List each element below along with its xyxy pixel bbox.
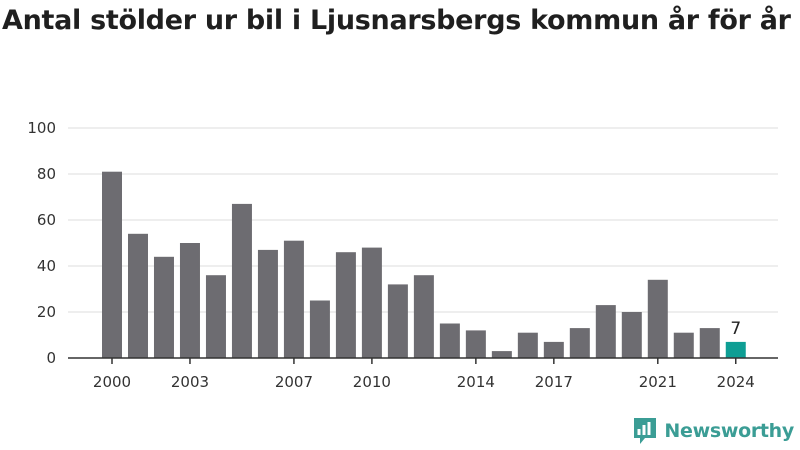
bar-2020 — [621, 312, 642, 358]
bar-2006 — [257, 249, 278, 358]
y-axis-ticks: 0 20 40 60 80 100 — [27, 119, 56, 367]
y-tick-label: 40 — [37, 257, 56, 275]
bar-chart-speech-bubble-icon — [634, 418, 657, 444]
bar-2015 — [491, 351, 512, 358]
bar-2013 — [439, 323, 460, 358]
bar-2001 — [127, 233, 148, 358]
bar-2005 — [231, 203, 252, 358]
bars — [102, 171, 746, 358]
bar-2009 — [335, 252, 356, 358]
bar-2016 — [517, 332, 538, 358]
bar-2018 — [569, 328, 590, 358]
x-axis-ticks: 2000 2003 2007 2010 2014 2017 2021 2024 — [93, 358, 755, 391]
y-tick-label: 20 — [37, 303, 56, 321]
x-tick-label: 2017 — [535, 373, 573, 391]
bar-2022 — [673, 332, 694, 358]
bar-2003 — [179, 243, 200, 358]
y-tick-label: 60 — [37, 211, 56, 229]
x-tick-label: 2014 — [457, 373, 495, 391]
bar-2024 — [725, 341, 746, 358]
bar-2011 — [387, 284, 408, 358]
bar-2000 — [102, 171, 122, 358]
bar-2017 — [543, 341, 564, 358]
y-tick-label: 80 — [37, 165, 56, 183]
data-labels: 7 — [730, 319, 741, 339]
bar-2019 — [595, 305, 616, 358]
bar-2007 — [283, 240, 304, 358]
x-tick-label: 2003 — [171, 373, 209, 391]
bar-2004 — [205, 275, 226, 358]
newsworthy-logo: Newsworthy — [632, 416, 794, 446]
x-tick-label: 2021 — [639, 373, 677, 391]
data-label: 7 — [730, 319, 741, 339]
y-tick-label: 0 — [46, 349, 56, 367]
bar-2002 — [153, 256, 174, 358]
bar-2010 — [361, 247, 382, 358]
logo-text: Newsworthy — [664, 420, 794, 442]
chart-title: Antal stölder ur bil i Ljusnarsbergs kom… — [2, 5, 791, 36]
bar-2008 — [309, 300, 330, 358]
x-tick-label: 2000 — [93, 373, 131, 391]
bar-2014 — [465, 330, 486, 358]
x-tick-label: 2010 — [353, 373, 391, 391]
bar-2021 — [647, 279, 668, 358]
x-tick-label: 2007 — [275, 373, 313, 391]
bar-2023 — [699, 328, 720, 358]
y-tick-label: 100 — [27, 119, 56, 137]
bar-2012 — [413, 275, 434, 358]
x-tick-label: 2024 — [717, 373, 755, 391]
